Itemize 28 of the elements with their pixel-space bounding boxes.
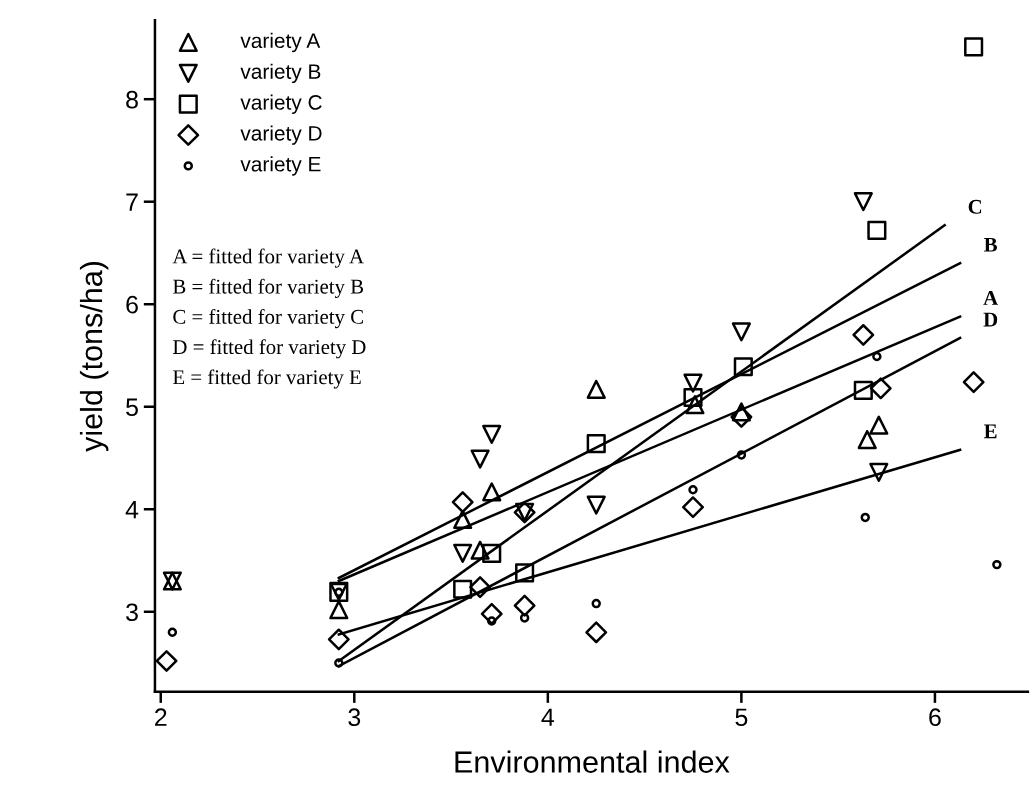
y-tick-label: 8 bbox=[126, 90, 138, 109]
y-tick-label: 7 bbox=[126, 193, 138, 211]
legend-label: variety E bbox=[240, 156, 321, 176]
legend-label: variety D bbox=[240, 125, 322, 145]
annotation: E = fitted for variety E bbox=[173, 369, 361, 389]
y-tick-label: 5 bbox=[126, 398, 138, 417]
y-tick-label: 3 bbox=[126, 603, 138, 622]
annotation: B = fitted for variety B bbox=[173, 278, 364, 298]
x-axis-title: Environmental index bbox=[455, 750, 730, 773]
legend-label: variety B bbox=[240, 63, 321, 84]
annotation: D = fitted for variety D bbox=[173, 339, 366, 359]
x-tick-label: 2 bbox=[155, 708, 167, 726]
legend-label: variety A bbox=[240, 32, 321, 53]
y-tick-label: 6 bbox=[126, 295, 138, 314]
x-tick-label: 6 bbox=[929, 708, 941, 727]
x-tick-label: 4 bbox=[541, 708, 555, 726]
series-label: C bbox=[968, 199, 982, 214]
series-label: A bbox=[983, 291, 999, 305]
series-label: E bbox=[984, 424, 997, 439]
x-tick-label: 5 bbox=[735, 708, 748, 727]
series-label: B bbox=[984, 237, 998, 252]
annotation: C = fitted for variety C bbox=[173, 308, 363, 329]
y-axis-title: yield (tons/ha) bbox=[79, 261, 109, 452]
legend-label: variety C bbox=[240, 94, 322, 114]
series-label: D bbox=[983, 312, 998, 327]
annotation: A = fitted for variety A bbox=[172, 248, 364, 268]
y-tick-label: 4 bbox=[125, 501, 139, 519]
x-tick-label: 3 bbox=[348, 708, 361, 727]
